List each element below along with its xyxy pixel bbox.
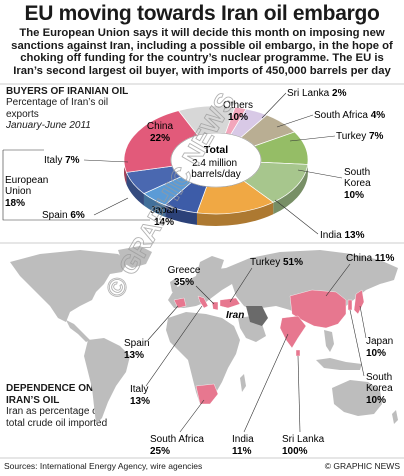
- map-label-iran: Iran: [226, 310, 244, 321]
- map-label-japan: Japan 10%: [366, 336, 393, 359]
- donut-side-india: [273, 164, 308, 215]
- label-others: Others 10%: [223, 100, 253, 123]
- indonesia: [316, 358, 362, 370]
- north-america: [10, 250, 128, 322]
- spain-shape: [173, 297, 187, 309]
- map-label-turkey: Turkey 51%: [250, 257, 303, 268]
- intro-text: The European Union says it will decide t…: [11, 27, 393, 77]
- europe: [168, 268, 236, 308]
- africa: [166, 312, 240, 404]
- label-china: China 22%: [147, 121, 174, 144]
- donut-chart: Total 2.4 million barrels/day: [123, 105, 309, 226]
- map-label-italy: Italy 13%: [130, 384, 150, 407]
- map-label-greece: Greece 35%: [168, 265, 201, 288]
- map-label-sri-lanka: Sri Lanka 100%: [282, 434, 325, 457]
- central-america: [66, 320, 90, 342]
- map-label-spain: Spain 13%: [124, 338, 150, 361]
- eu-bracket: [2, 150, 150, 221]
- donut-total-value: 2.4 million barrels/day: [191, 158, 240, 180]
- turkey-shape: [219, 297, 241, 309]
- label-south-africa: South Africa 4%: [314, 110, 385, 121]
- madagascar: [240, 374, 246, 392]
- australia: [332, 380, 382, 416]
- label-italy: Italy 7%: [44, 155, 80, 166]
- donut-side-european-union: [143, 193, 166, 218]
- italy-shape: [197, 295, 209, 309]
- footer-credit: © GRAPHIC NEWS: [324, 461, 400, 471]
- dependence-heading: DEPENDENCE ON IRAN’S OIL: [6, 383, 94, 406]
- map-label-india: India 11%: [232, 434, 254, 457]
- buyers-subtitle: Percentage of Iran’s oil exports: [6, 97, 109, 120]
- greece-shape: [211, 301, 219, 311]
- donut-inner-labels: China 22% Japan 14% Others 10%: [147, 100, 253, 228]
- south-africa-shape: [195, 383, 219, 405]
- label-eu: European Union 18%: [5, 175, 48, 209]
- map-label-south-africa: South Africa 25%: [150, 434, 204, 457]
- donut-side-spain: [165, 205, 197, 225]
- south-korea-shape: [347, 299, 353, 311]
- donut-total-label: Total: [204, 144, 228, 156]
- map-labels: Greece 35% Turkey 51% China 11% Iran Spai…: [124, 253, 394, 457]
- donut-outer-labels: Italy 7% European Union 18% Spain 6% Sri L…: [2, 88, 385, 241]
- label-south-korea: South Korea 10%: [344, 167, 371, 201]
- iran-shape: [246, 306, 268, 326]
- footer-sources: Sources: International Energy Agency, wi…: [4, 461, 203, 471]
- scandinavia: [196, 256, 224, 276]
- label-spain: Spain 6%: [42, 210, 85, 221]
- buyers-heading: BUYERS OF IRANIAN OIL: [6, 86, 129, 97]
- label-india: India 13%: [320, 230, 365, 241]
- world-map: [10, 246, 398, 424]
- donut-hole: [170, 132, 262, 188]
- page-title: EU moving towards Iran oil embargo: [24, 2, 380, 25]
- donut-side-japan: [196, 202, 274, 226]
- map-label-south-korea: South Korea 10%: [366, 372, 393, 406]
- sri-lanka-shape: [295, 349, 301, 357]
- new-zealand: [392, 410, 398, 424]
- uk: [170, 278, 178, 292]
- map-label-china: China 11%: [346, 253, 394, 264]
- label-sri-lanka: Sri Lanka 2%: [287, 88, 347, 99]
- donut-slices: [123, 105, 309, 215]
- india-shape: [279, 315, 307, 349]
- south-america: [84, 338, 130, 424]
- buyers-period: January-June 2011: [6, 120, 91, 131]
- dependence-subtitle: Iran as percentage of total crude oil im…: [6, 406, 108, 429]
- greenland: [118, 246, 152, 268]
- japan-shape: [353, 289, 365, 315]
- asia: [226, 250, 398, 322]
- label-japan: Japan 14%: [150, 205, 177, 228]
- southeast-asia: [324, 330, 334, 352]
- label-turkey: Turkey 7%: [336, 131, 384, 142]
